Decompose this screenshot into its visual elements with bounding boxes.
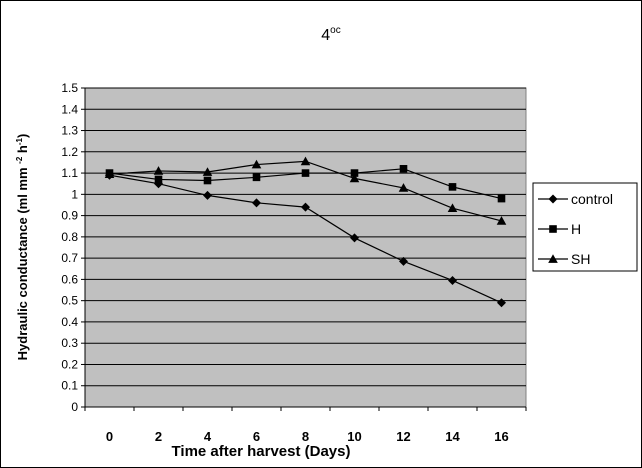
data-point-h [154, 175, 163, 184]
data-point-sh [251, 159, 262, 169]
y-axis-title: Hydraulic conductance (ml mm -2 h-1) [15, 134, 30, 361]
data-point-sh [398, 183, 409, 192]
y-tick-label: 0.4 [61, 315, 78, 329]
y-tick-label: 1.4 [61, 102, 78, 116]
x-tick-label: 2 [155, 429, 162, 444]
y-tick-label: 1.5 [61, 81, 78, 95]
plot-area [84, 87, 527, 408]
y-tick-labels: 0 0.1 0.2 0.3 0.4 0.5 0.6 0.7 0.8 0.9 1 1.1 1.2 1.3 1.… [61, 81, 78, 414]
y-tick-label: 0.8 [61, 230, 78, 244]
y-tick-label: 0.2 [61, 357, 78, 371]
data-point-control [203, 190, 212, 200]
x-tick-label: 8 [302, 429, 309, 444]
y-tick-label: 0.6 [61, 272, 78, 286]
legend-label-h: H [571, 221, 581, 237]
data-point-control [448, 275, 457, 285]
x-tick-label: 16 [494, 429, 508, 444]
data-point-sh [202, 167, 213, 176]
data-point-h [497, 194, 506, 203]
x-tick-label: 10 [347, 429, 361, 444]
data-point-sh [300, 156, 311, 166]
x-tick-label: 0 [106, 429, 113, 444]
axes [81, 87, 527, 411]
data-point-sh [447, 203, 458, 212]
x-tick-labels: 0 2 4 6 8 10 12 14 16 [106, 429, 509, 444]
y-tick-label: 0.3 [61, 336, 78, 350]
x-axis-title: Time after harvest (Days) [172, 443, 351, 460]
y-tick-label: 0.1 [61, 379, 78, 393]
y-tick-label: 0.9 [61, 209, 78, 223]
data-point-control [301, 202, 310, 212]
y-tick-label: 0.7 [61, 251, 78, 265]
y-tick-label: 1.1 [61, 166, 78, 180]
y-tick-label: 1 [71, 187, 78, 201]
legend-label-control: control [571, 191, 613, 207]
series-layer [104, 156, 507, 308]
x-tick-label: 12 [396, 429, 410, 444]
legend-label-sh: SH [571, 251, 590, 267]
x-tick-label: 4 [204, 429, 212, 444]
data-point-sh [153, 166, 164, 175]
x-tick-label: 6 [253, 429, 260, 444]
data-point-h [399, 165, 408, 173]
data-point-h [203, 176, 212, 185]
legend-marker-control [548, 194, 558, 204]
data-point-control [399, 256, 408, 266]
legend-marker-h [549, 225, 557, 233]
data-point-sh [496, 216, 507, 225]
legend-items: control H SH [538, 191, 613, 267]
y-tick-label: 0 [71, 400, 78, 414]
data-point-h [301, 169, 310, 177]
data-point-h [350, 169, 359, 177]
y-tick-label: 1.3 [61, 124, 78, 138]
y-tick-label: 1.2 [61, 145, 78, 159]
data-point-h [252, 173, 261, 182]
data-point-control [350, 233, 359, 243]
chart-title: 4oc [321, 25, 340, 44]
data-point-h [448, 183, 457, 191]
data-point-sh [104, 169, 115, 178]
data-point-control [252, 198, 261, 208]
data-point-control [497, 298, 506, 308]
y-tick-label: 0.5 [61, 294, 78, 308]
data-point-sh [349, 173, 360, 183]
x-tick-label: 14 [445, 429, 460, 444]
legend-marker-sh [548, 254, 558, 263]
